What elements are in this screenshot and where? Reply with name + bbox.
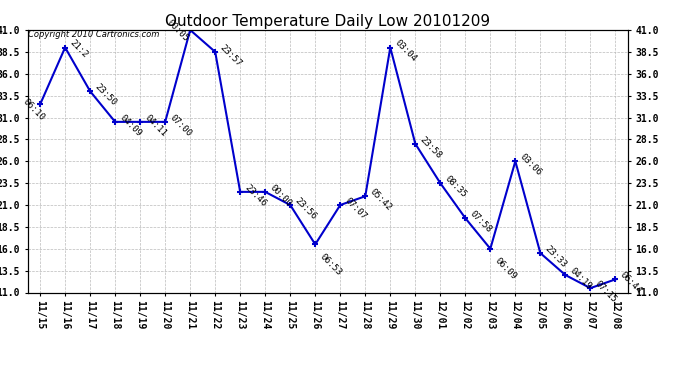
Text: 06:09: 06:09 (493, 256, 518, 282)
Text: 21:2: 21:2 (68, 38, 90, 60)
Text: 06:44: 06:44 (618, 270, 644, 296)
Text: 23:50: 23:50 (93, 82, 118, 108)
Text: 05:42: 05:42 (368, 187, 393, 213)
Text: 07:00: 07:00 (168, 113, 193, 138)
Text: 07:07: 07:07 (343, 196, 368, 221)
Text: 06:53: 06:53 (318, 252, 344, 277)
Text: 23:56: 23:56 (293, 196, 318, 221)
Text: 04:19: 04:19 (568, 266, 593, 291)
Text: 07:58: 07:58 (468, 209, 493, 234)
Text: 03:06: 03:06 (518, 152, 544, 177)
Text: 04:11: 04:11 (143, 113, 168, 138)
Text: 07:15: 07:15 (593, 279, 618, 304)
Text: 23:33: 23:33 (543, 244, 569, 269)
Text: 00:00: 00:00 (268, 183, 293, 208)
Text: 00:05: 00:05 (165, 18, 190, 44)
Text: 23:46: 23:46 (243, 183, 268, 208)
Text: 04:09: 04:09 (118, 113, 144, 138)
Text: Copyright 2010 Cartronics.com: Copyright 2010 Cartronics.com (28, 30, 159, 39)
Text: 23:57: 23:57 (218, 43, 244, 68)
Text: 03:04: 03:04 (393, 38, 418, 64)
Text: 23:58: 23:58 (418, 135, 444, 160)
Text: 08:35: 08:35 (443, 174, 469, 200)
Title: Outdoor Temperature Daily Low 20101209: Outdoor Temperature Daily Low 20101209 (165, 14, 491, 29)
Text: 06:10: 06:10 (21, 97, 46, 122)
